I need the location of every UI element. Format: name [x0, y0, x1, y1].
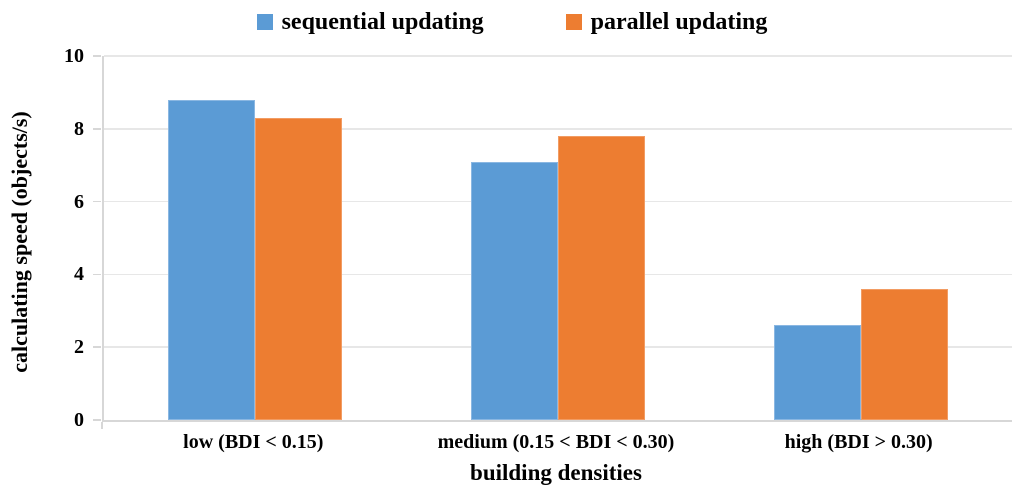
bar-sequential-high [773, 325, 861, 420]
y-tick-label-0: 0 [74, 409, 84, 431]
legend-label-parallel: parallel updating [590, 9, 768, 35]
x-axis-origin-tick [101, 422, 103, 429]
category-label-low: low (BDI < 0.15) [183, 431, 324, 453]
category-label-medium: medium (0.15 < BDI < 0.30) [437, 431, 675, 453]
gridline-y-8 [104, 128, 1012, 130]
y-tick-mark-10 [93, 55, 101, 57]
legend: sequential updating parallel updating [0, 10, 1024, 34]
legend-swatch-parallel-icon [565, 14, 582, 30]
y-tick-mark-0 [93, 419, 101, 421]
legend-swatch-sequential-icon [256, 14, 273, 30]
legend-item-sequential: sequential updating [256, 9, 484, 35]
plot-area [102, 55, 1012, 422]
y-tick-label-10: 10 [64, 45, 84, 67]
bar-sequential-medium [471, 161, 558, 420]
y-tick-label-6: 6 [74, 190, 84, 213]
y-tick-label-8: 8 [74, 117, 84, 140]
category-label-high: high (BDI > 0.30) [784, 431, 933, 453]
bar-parallel-high [860, 288, 948, 420]
legend-label-sequential: sequential updating [281, 9, 484, 35]
y-tick-mark-2 [93, 346, 101, 348]
y-tick-label-4: 4 [74, 263, 84, 286]
y-tick-mark-4 [93, 273, 101, 276]
legend-item-parallel: parallel updating [565, 9, 768, 35]
gridline-y-10 [104, 55, 1012, 57]
x-axis-title: building densities [470, 460, 642, 485]
y-tick-mark-8 [93, 128, 101, 130]
y-tick-label-2: 2 [74, 336, 84, 359]
bar-parallel-medium [558, 136, 645, 420]
y-tick-mark-6 [93, 200, 101, 203]
bar-parallel-low [255, 117, 343, 420]
bar-sequential-low [168, 99, 256, 420]
